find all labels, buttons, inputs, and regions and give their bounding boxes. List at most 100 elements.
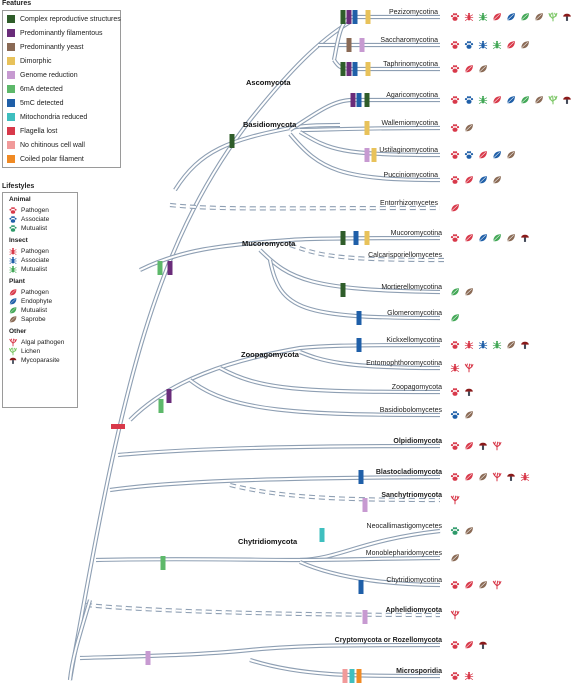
lifestyle-label: Pathogen — [21, 207, 49, 214]
feature-legend-item: Flagella lost — [7, 126, 57, 136]
leaf-icon — [465, 442, 473, 450]
tree-branch-inner — [109, 476, 441, 491]
tip-label: Sanchytriomycota — [381, 492, 442, 499]
leaf-icon — [9, 298, 17, 305]
mushroom-icon — [507, 473, 515, 481]
tip-label: Saccharomycotina — [380, 37, 438, 44]
feature-mark — [365, 62, 371, 76]
feature-mark — [166, 389, 172, 403]
tree-branch-inner — [299, 561, 441, 586]
feature-legend-item: No chitinous cell wall — [7, 140, 85, 150]
feature-mark — [353, 231, 359, 245]
algae-icon — [492, 441, 502, 451]
lifestyle-legend-item: Algal pathogen — [7, 338, 64, 347]
lifestyle-legend-item: Pathogen — [7, 247, 49, 256]
tip-label: Wallemiomycotina — [381, 120, 438, 127]
paw-icon — [450, 13, 460, 21]
feature-label: Mitochondria reduced — [20, 113, 88, 121]
feature-swatch — [7, 71, 15, 79]
tree-branch-inner — [249, 659, 441, 677]
lifestyle-legend-item: Mycoparasite — [7, 356, 60, 365]
feature-mark — [359, 38, 365, 52]
tip-label: Aphelidiomycota — [386, 607, 443, 614]
feature-mark — [371, 148, 377, 162]
phylum-label: Mucoromycota — [242, 239, 296, 248]
lifestyle-label: Pathogen — [21, 289, 49, 296]
lifestyle-label: Saprobe — [21, 316, 46, 323]
feature-mark — [364, 231, 370, 245]
lifestyle-legend-item: Endophyte — [7, 297, 52, 306]
tip-label: Basidiobolomycetes — [380, 407, 443, 414]
insect-icon — [520, 472, 530, 481]
paw-icon — [450, 672, 460, 680]
algae-icon — [450, 495, 460, 505]
lifestyle-label: Associate — [21, 216, 50, 223]
lifestyle-label: Algal pathogen — [21, 339, 65, 346]
paw-icon — [9, 207, 17, 214]
paw-icon — [450, 341, 460, 349]
paw-icon — [450, 41, 460, 49]
insect-icon — [478, 95, 488, 104]
lifestyle-legend-item: Associate — [7, 256, 49, 265]
feature-swatch — [7, 127, 15, 135]
leaf-icon — [479, 473, 487, 481]
tree-branch-inner — [299, 351, 441, 369]
leaf-icon — [493, 151, 501, 159]
feature-label: Predominantly yeast — [20, 43, 84, 51]
paw-icon — [9, 225, 17, 232]
feature-legend-item: Predominantly filamentous — [7, 28, 103, 38]
insect-icon — [450, 363, 460, 372]
algae-icon — [492, 580, 502, 590]
paw-icon — [464, 151, 474, 159]
tip-label: Glomeromycotina — [387, 310, 442, 317]
mushroom-icon — [9, 357, 17, 364]
paw-icon — [450, 581, 460, 589]
algae-icon — [464, 363, 474, 373]
leaf-icon — [9, 307, 17, 314]
tip-label: Cryptomycota or Rozellomycota — [335, 637, 442, 644]
feature-swatch — [7, 43, 15, 51]
feature-mark — [157, 261, 163, 275]
tip-label: Monoblepharidomycetes — [366, 550, 443, 557]
leaf-icon — [493, 234, 501, 242]
features-legend-title: Features — [2, 0, 32, 7]
leaf-icon — [507, 13, 515, 21]
insect-icon — [492, 40, 502, 49]
feature-label: Complex reproductive structures — [20, 15, 121, 23]
lifestyle-label: Mutualist — [21, 225, 48, 232]
paw-icon — [464, 96, 474, 104]
leaf-icon — [465, 65, 473, 73]
leaf-icon — [479, 65, 487, 73]
leaf-icon — [479, 151, 487, 159]
feature-legend-item: Mitochondria reduced — [7, 112, 87, 122]
tip-label: Blastocladiomycota — [376, 469, 442, 476]
tip-label: Calcarisporiellomycetes — [368, 252, 442, 259]
leaf-icon — [521, 13, 529, 21]
feature-swatch — [7, 29, 15, 37]
lichen-icon — [548, 95, 558, 105]
leaf-icon — [507, 151, 515, 159]
tip-label: Pezizomycotina — [389, 9, 438, 16]
tip-label: Entomophthoromycotina — [366, 360, 442, 367]
mushroom-icon — [521, 341, 529, 349]
insect-icon — [492, 340, 502, 349]
feature-swatch — [7, 15, 15, 23]
feature-legend-item: 6mA detected — [7, 84, 63, 94]
tree-branch-inner — [117, 445, 441, 456]
lifestyles-legend: Animal Pathogen Associate Mutualist Insect Pa… — [2, 192, 78, 408]
feature-mark — [145, 651, 151, 665]
lifestyle-label: Mycoparasite — [21, 357, 60, 364]
paw-icon — [9, 216, 17, 223]
feature-legend-item: Complex reproductive structures — [7, 14, 121, 24]
leaf-icon — [451, 204, 459, 212]
feature-mark — [356, 669, 362, 683]
tip-label: Ustilaginomycotina — [379, 147, 438, 154]
tree-branch-inner — [299, 127, 441, 131]
leaf-icon — [465, 234, 473, 242]
lifestyle-label: Mutualist — [21, 307, 48, 314]
leaf-icon — [465, 473, 473, 481]
lifestyle-legend-item: Mutualist — [7, 265, 47, 274]
lifestyle-legend-item: Pathogen — [7, 288, 49, 297]
feature-label: No chitinous cell wall — [20, 141, 85, 149]
